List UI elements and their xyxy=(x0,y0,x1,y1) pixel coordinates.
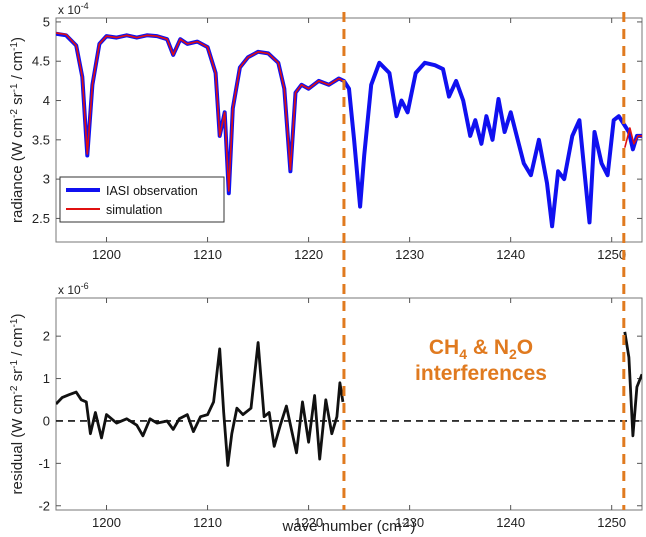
x-tick-label: 1210 xyxy=(193,247,222,262)
residual-line-segment-1 xyxy=(56,341,345,467)
residual-y-axis-label: residual (W cm-2 sr-1 / cm-1) xyxy=(9,314,26,495)
x-tick-label: 1200 xyxy=(92,247,121,262)
y-tick-label: 2 xyxy=(43,329,50,344)
radiance-scale-label: x 10-4 xyxy=(58,1,89,17)
x-tick-label: 1220 xyxy=(294,247,323,262)
x-tick-label: 1220 xyxy=(294,515,323,530)
svg-text:x 10-6: x 10-6 xyxy=(58,281,89,297)
y-tick-label: 5 xyxy=(43,14,50,29)
y-tick-label: 1 xyxy=(43,371,50,386)
y-tick-label: 3 xyxy=(43,172,50,187)
radiance-panel: 2.5 3 3.5 4 4.5 5 1200 1210 1220 1230 1240 1250 x … xyxy=(9,1,643,262)
svg-text:x 10-4: x 10-4 xyxy=(58,1,89,17)
legend-label-simulation: simulation xyxy=(106,203,162,217)
annotation-line-1: CH4 & N2O xyxy=(429,336,533,362)
y-tick-label: 2.5 xyxy=(32,211,50,226)
x-tick-label: 1240 xyxy=(496,515,525,530)
residual-x-axis-ticks: 1200 1210 1220 1230 1240 1250 xyxy=(92,298,626,530)
legend: IASI observation simulation xyxy=(59,176,225,223)
x-tick-label: 1210 xyxy=(193,515,222,530)
residual-plot-area xyxy=(55,297,643,511)
x-tick-label: 1230 xyxy=(395,247,424,262)
y-tick-label: 4.5 xyxy=(32,54,50,69)
x-tick-label: 1240 xyxy=(496,247,525,262)
y-tick-label: 3.5 xyxy=(32,132,50,147)
y-tick-label: -2 xyxy=(38,498,50,513)
residual-scale-label: x 10-6 xyxy=(58,281,89,297)
y-tick-label: 4 xyxy=(43,93,50,108)
legend-box xyxy=(59,176,225,223)
series-simulation-line xyxy=(56,32,642,192)
x-tick-label: 1200 xyxy=(92,515,121,530)
x-tick-label: 1250 xyxy=(597,515,626,530)
interference-boundary-lines xyxy=(342,12,626,510)
x-tick-label: 1250 xyxy=(597,247,626,262)
radiance-y-axis-label: radiance (W cm-2 sr-1 / cm-1) xyxy=(9,37,26,223)
legend-label-iasi-observation: IASI observation xyxy=(106,184,198,198)
residual-line-segment-2 xyxy=(623,331,642,438)
y-tick-label: -1 xyxy=(38,456,50,471)
x-tick-label: 1230 xyxy=(395,515,424,530)
annotation-line-2: interferences xyxy=(415,362,547,385)
x-axis-label: wave number (cm-1) xyxy=(281,518,415,535)
radiance-x-axis-ticks: 1200 1210 1220 1230 1240 1250 xyxy=(92,18,626,262)
y-tick-label: 0 xyxy=(43,413,50,428)
